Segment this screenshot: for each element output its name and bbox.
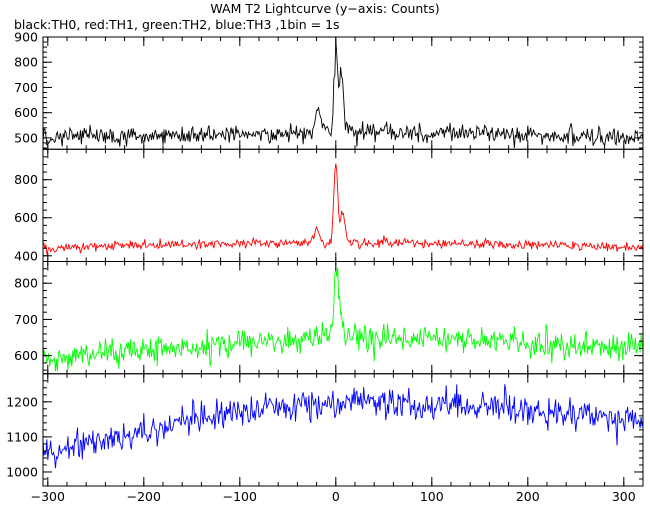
x-tick-label: 300	[612, 489, 636, 504]
y-tick-label: 600	[14, 210, 38, 225]
series-th0	[43, 39, 643, 148]
x-tick-label: 0	[332, 489, 340, 504]
series-th1	[43, 163, 643, 256]
series-th2	[43, 267, 643, 372]
panel-frame-th3	[42, 373, 644, 487]
chart-subtitle: black:TH0, red:TH1, green:TH2, blue:TH3 …	[14, 17, 340, 32]
y-tick-label: 1200	[6, 394, 38, 409]
y-tick-label: 600	[14, 105, 38, 120]
y-tick-label: 800	[14, 172, 38, 187]
y-tick-label: 500	[14, 130, 38, 145]
y-tick-label: 1100	[6, 429, 38, 444]
x-tick-label: −300	[31, 489, 65, 504]
x-tick-label: −100	[223, 489, 257, 504]
y-tick-label: 700	[14, 312, 38, 327]
x-tick-label: 200	[516, 489, 540, 504]
x-tick-label: −200	[127, 489, 161, 504]
panel-frame-th2	[42, 261, 644, 375]
y-tick-label: 400	[14, 248, 38, 263]
y-tick-label: 600	[14, 348, 38, 363]
x-tick-label: 100	[420, 489, 444, 504]
chart-title: WAM T2 Lightcurve (y−axis: Counts)	[210, 1, 440, 16]
y-tick-label: 800	[14, 55, 38, 70]
series-th3	[43, 384, 643, 469]
y-tick-label: 900	[14, 30, 38, 45]
y-tick-label: 800	[14, 276, 38, 291]
y-tick-label: 1000	[6, 464, 38, 479]
y-tick-label: 700	[14, 80, 38, 95]
